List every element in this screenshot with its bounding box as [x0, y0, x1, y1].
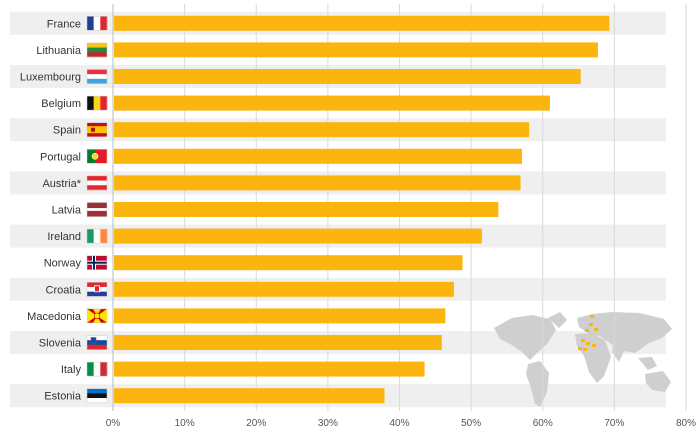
- map-landmass: [548, 312, 567, 328]
- bar-lithuania: [114, 42, 598, 58]
- x-tick-label: 0%: [106, 418, 121, 429]
- flag-france-icon: [86, 16, 108, 31]
- category-label: Lithuania: [36, 45, 82, 57]
- map-highlight: [592, 344, 596, 347]
- bar-france: [114, 15, 610, 31]
- map-highlight: [581, 339, 585, 342]
- map-highlight: [589, 323, 593, 326]
- map-highlight: [583, 348, 587, 351]
- map-highlight: [585, 329, 589, 332]
- bar-spain: [114, 122, 530, 138]
- map-highlight: [586, 342, 590, 345]
- category-label: Macedonia: [27, 311, 82, 323]
- map-landmass: [494, 315, 556, 360]
- flag-macedonia-icon: [86, 308, 108, 324]
- bar-latvia: [114, 202, 499, 217]
- flag-latvia-icon: [86, 202, 108, 217]
- bar-ireland: [114, 228, 482, 244]
- category-label: Luxembourg: [20, 72, 81, 84]
- category-label: Austria*: [42, 178, 81, 190]
- x-tick-label: 20%: [246, 418, 266, 429]
- flag-ireland-icon: [86, 228, 108, 244]
- flag-belgium-icon: [86, 95, 108, 111]
- bar-slovenia: [114, 335, 442, 350]
- category-label: Ireland: [47, 231, 81, 243]
- x-tick-label: 10%: [175, 418, 195, 429]
- bar-macedonia: [114, 308, 446, 324]
- flag-austria-icon: [86, 175, 108, 191]
- flag-norway-icon: [86, 255, 108, 270]
- bar-belgium: [114, 95, 550, 111]
- category-label: Norway: [44, 258, 82, 270]
- map-landmass: [577, 312, 672, 353]
- category-label: Belgium: [41, 98, 81, 110]
- bar-portugal: [114, 148, 522, 164]
- bar-luxembourg: [114, 69, 581, 84]
- category-label: Spain: [53, 125, 81, 137]
- map-landmass: [638, 357, 657, 370]
- x-tick-label: 50%: [461, 418, 481, 429]
- map-landmass: [575, 333, 611, 383]
- bar-italy: [114, 361, 425, 377]
- category-label: Portugal: [40, 151, 81, 163]
- bar-norway: [114, 255, 463, 271]
- flag-italy-icon: [86, 361, 108, 377]
- flag-croatia-icon: [86, 282, 108, 297]
- bar-estonia: [114, 388, 385, 404]
- flag-luxembourg-icon: [86, 69, 108, 84]
- x-tick-label: 30%: [318, 418, 338, 429]
- category-label: Latvia: [52, 205, 82, 217]
- category-label: Italy: [61, 364, 82, 376]
- x-tick-label: 60%: [533, 418, 553, 429]
- x-tick-label: 80%: [676, 418, 696, 429]
- category-label: Slovenia: [39, 338, 82, 350]
- x-tick-label: 40%: [389, 418, 409, 429]
- flag-estonia-icon: [86, 388, 108, 403]
- flag-spain-icon: [86, 122, 108, 137]
- bar-austria: [114, 175, 521, 191]
- map-highlight: [578, 347, 582, 350]
- flag-slovenia-icon: [86, 335, 108, 350]
- map-highlight: [594, 328, 598, 331]
- x-tick-label: 70%: [604, 418, 624, 429]
- bar-croatia: [114, 281, 454, 297]
- category-label: Croatia: [46, 284, 82, 296]
- map-highlight: [590, 315, 594, 318]
- map-landmass: [645, 371, 671, 392]
- world-map-icon: [494, 312, 672, 407]
- flag-portugal-icon: [86, 149, 108, 164]
- flag-lithuania-icon: [86, 42, 108, 58]
- category-label: Estonia: [44, 391, 82, 403]
- category-label: France: [47, 18, 81, 30]
- map-landmass: [612, 342, 624, 362]
